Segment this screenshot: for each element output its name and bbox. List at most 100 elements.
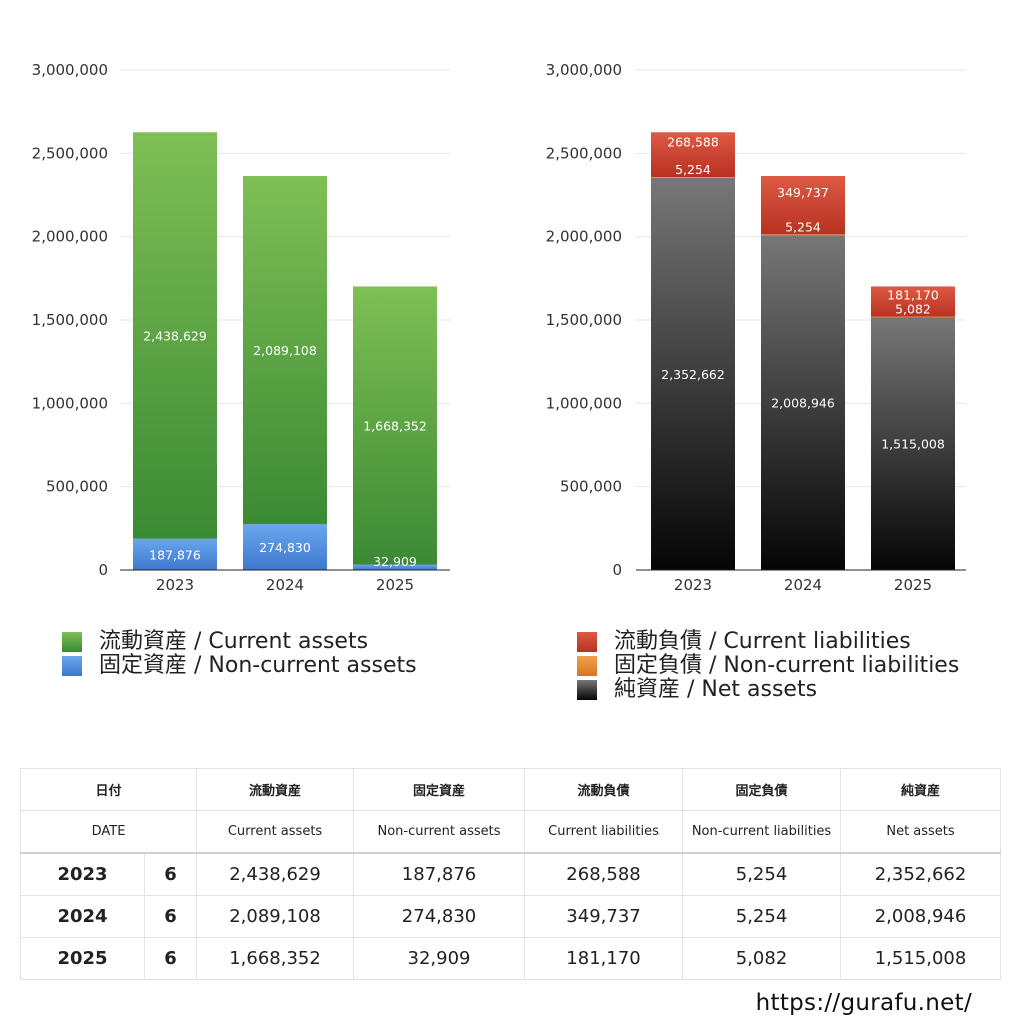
bar-net-assets (871, 317, 955, 570)
bar-non-current-assets (243, 524, 327, 570)
legend-label: 純資産 / Net assets (614, 677, 818, 702)
year-cell: 2025 (20, 937, 145, 980)
non-current-assets-cell: 187,876 (353, 852, 526, 896)
table-row: 2024 6 2,089,108 274,830 349,737 5,254 2… (20, 895, 1002, 938)
bar-current-liabilities (651, 132, 735, 178)
current-liabilities-cell: 268,588 (524, 852, 684, 896)
current-assets-cell: 2,089,108 (196, 895, 355, 938)
y-tick-label: 1,500,000 (546, 311, 622, 329)
legend-item: 純資産 / Net assets (577, 678, 959, 702)
x-tick-label: 2023 (156, 576, 194, 594)
bar-current-assets (353, 286, 437, 565)
year-cell: 2024 (20, 895, 145, 938)
data-label: 32,909 (373, 554, 417, 569)
y-tick-label: 0 (612, 561, 622, 579)
site-url[interactable]: https://gurafu.net/ (755, 990, 972, 1016)
x-tick-label: 2023 (674, 576, 712, 594)
header-non-current-assets-jp: 固定資産 (353, 768, 526, 811)
header-net-assets-en: Net assets (840, 810, 1002, 854)
y-tick-label: 500,000 (560, 478, 622, 496)
bar-non-current-liabilities (761, 234, 845, 236)
bar-net-assets (761, 235, 845, 570)
y-tick-label: 2,500,000 (546, 144, 622, 162)
table-header-jp-row: 日付 流動資産 固定資産 流動負債 固定負債 純資産 (19, 768, 1002, 811)
y-tick-label: 2,500,000 (32, 144, 108, 162)
header-date-en: DATE (19, 810, 198, 854)
legend-swatch (62, 656, 82, 676)
data-label: 2,438,629 (143, 328, 207, 343)
y-tick-label: 500,000 (46, 478, 108, 496)
header-non-current-assets-en: Non-current assets (353, 810, 526, 854)
data-label: 2,352,662 (661, 367, 725, 382)
bar-current-liabilities (871, 286, 955, 317)
current-liabilities-cell: 349,737 (524, 895, 684, 938)
liabilities-legend: 流動負債 / Current liabilities 固定負債 / Non-cur… (577, 630, 959, 702)
current-assets-cell: 2,438,629 (196, 852, 355, 896)
data-label: 5,082 (895, 302, 931, 317)
header-date-jp: 日付 (19, 768, 198, 811)
net-assets-cell: 1,515,008 (840, 937, 1002, 980)
header-current-liabilities-en: Current liabilities (524, 810, 684, 854)
legend-swatch (577, 632, 597, 652)
y-tick-label: 1,000,000 (32, 394, 108, 412)
y-tick-label: 1,000,000 (546, 394, 622, 412)
legend-item: 流動負債 / Current liabilities (577, 630, 959, 654)
non-current-liabilities-cell: 5,082 (682, 937, 842, 980)
month-cell: 6 (143, 937, 198, 980)
non-current-liabilities-cell: 5,254 (682, 895, 842, 938)
data-label: 187,876 (149, 547, 201, 562)
data-label: 181,170 (887, 287, 939, 302)
x-tick-label: 2025 (894, 576, 932, 594)
data-label: 5,254 (785, 219, 821, 234)
month-cell: 6 (143, 852, 198, 896)
header-current-liabilities-jp: 流動負債 (524, 768, 684, 811)
assets-legend: 流動資産 / Current assets 固定資産 / Non-current … (62, 630, 417, 678)
non-current-assets-cell: 274,830 (353, 895, 526, 938)
legend-item: 固定負債 / Non-current liabilities (577, 654, 959, 678)
net-assets-cell: 2,008,946 (840, 895, 1002, 938)
header-current-assets-en: Current assets (196, 810, 355, 854)
x-tick-label: 2024 (266, 576, 304, 594)
data-label: 268,588 (667, 135, 719, 150)
table-header-en-row: DATE Current assets Non-current assets C… (19, 810, 1002, 854)
bar-non-current-liabilities (651, 177, 735, 178)
data-label: 349,737 (777, 185, 829, 200)
data-label: 1,668,352 (363, 418, 427, 433)
bar-current-assets (133, 132, 217, 539)
data-label: 274,830 (259, 540, 311, 555)
non-current-liabilities-cell: 5,254 (682, 852, 842, 896)
y-tick-label: 0 (98, 561, 108, 579)
header-net-assets-jp: 純資産 (840, 768, 1002, 811)
legend-item: 流動資産 / Current assets (62, 630, 417, 654)
y-tick-label: 3,000,000 (546, 61, 622, 79)
legend-swatch (62, 632, 82, 652)
year-cell: 2023 (20, 852, 145, 896)
y-tick-label: 2,000,000 (546, 228, 622, 246)
header-non-current-liabilities-jp: 固定負債 (682, 768, 842, 811)
y-tick-label: 2,000,000 (32, 228, 108, 246)
header-non-current-liabilities-en: Non-current liabilities (682, 810, 842, 854)
legend-label: 固定負債 / Non-current liabilities (614, 653, 960, 678)
legend-swatch (577, 680, 597, 700)
bar-non-current-assets (353, 564, 437, 570)
data-label: 1,515,008 (881, 437, 945, 452)
current-liabilities-cell: 181,170 (524, 937, 684, 980)
table-row: 2023 6 2,438,629 187,876 268,588 5,254 2… (20, 852, 1002, 896)
bar-non-current-liabilities (871, 316, 955, 318)
legend-label: 流動負債 / Current liabilities (614, 629, 911, 654)
liabilities-net-assets-chart: 0 500,000 1,000,000 1,500,000 2,000,000 2,500… (546, 61, 966, 594)
legend-swatch (577, 656, 597, 676)
legend-item: 固定資産 / Non-current assets (62, 654, 417, 678)
legend-label: 流動資産 / Current assets (99, 629, 369, 654)
data-table: 日付 流動資産 固定資産 流動負債 固定負債 純資産 DATE Current … (19, 768, 1002, 980)
data-label: 2,008,946 (771, 396, 835, 411)
table-row: 2025 6 1,668,352 32,909 181,170 5,082 1,… (20, 937, 1002, 980)
bar-non-current-assets (133, 538, 217, 570)
x-tick-label: 2025 (376, 576, 414, 594)
data-label: 2,089,108 (253, 343, 317, 358)
bar-current-liabilities (761, 176, 845, 235)
assets-chart: 0 500,000 1,000,000 1,500,000 2,000,000 2,500… (32, 61, 450, 594)
y-tick-label: 1,500,000 (32, 311, 108, 329)
x-tick-label: 2024 (784, 576, 822, 594)
current-assets-cell: 1,668,352 (196, 937, 355, 980)
